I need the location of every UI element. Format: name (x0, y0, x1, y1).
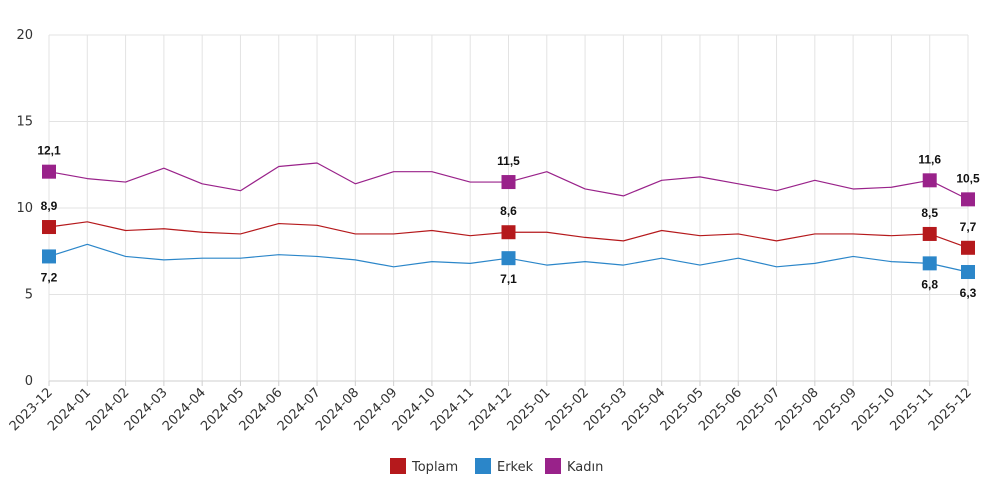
data-labels: 8,9 8,6 8,5 7,7 7,2 7,1 6,8 6,3 12,1 11,5 11,6 10,5 (37, 144, 980, 300)
data-point-marker (961, 265, 975, 280)
legend-swatch-kadın (545, 458, 561, 474)
data-point-marker (501, 175, 516, 190)
data-label: 6,8 (921, 277, 938, 291)
y-tick-label: 15 (16, 115, 33, 130)
data-label: 7,2 (41, 270, 58, 284)
legend-swatch-toplam (390, 458, 406, 474)
data-point-marker (42, 249, 56, 264)
data-point-marker (961, 240, 975, 255)
legend-label: Toplam (411, 460, 458, 475)
data-label: 8,5 (921, 206, 938, 220)
data-label: 11,6 (918, 152, 941, 166)
data-label: 12,1 (37, 144, 61, 158)
data-label: 7,1 (500, 272, 517, 286)
y-tick-label: 0 (25, 374, 33, 389)
data-label: 6,3 (960, 286, 977, 300)
data-point-marker (961, 192, 975, 207)
data-point-marker (42, 164, 56, 179)
y-tick-label: 5 (25, 288, 33, 303)
legend-label: Kadın (567, 460, 603, 475)
data-point-marker (922, 256, 937, 271)
legend-swatch-erkek (475, 458, 491, 474)
data-point-marker (42, 220, 56, 235)
data-label: 7,7 (960, 220, 977, 234)
data-point-marker (922, 226, 937, 241)
data-point-marker (501, 251, 516, 266)
data-point-marker (501, 225, 516, 240)
grid (48, 34, 969, 382)
data-label: 10,5 (956, 171, 980, 185)
data-label: 8,9 (41, 199, 58, 213)
data-label: 11,5 (497, 154, 520, 168)
y-tick-label: 20 (16, 28, 33, 43)
legend: Toplam Erkek Kadın (390, 458, 603, 475)
axes: 051015202023-122024-012024-022024-032024… (7, 28, 975, 434)
legend-label: Erkek (497, 460, 534, 475)
series-markers (42, 164, 975, 280)
y-tick-label: 10 (16, 201, 33, 216)
data-label: 8,6 (500, 204, 517, 218)
data-point-marker (922, 173, 937, 188)
